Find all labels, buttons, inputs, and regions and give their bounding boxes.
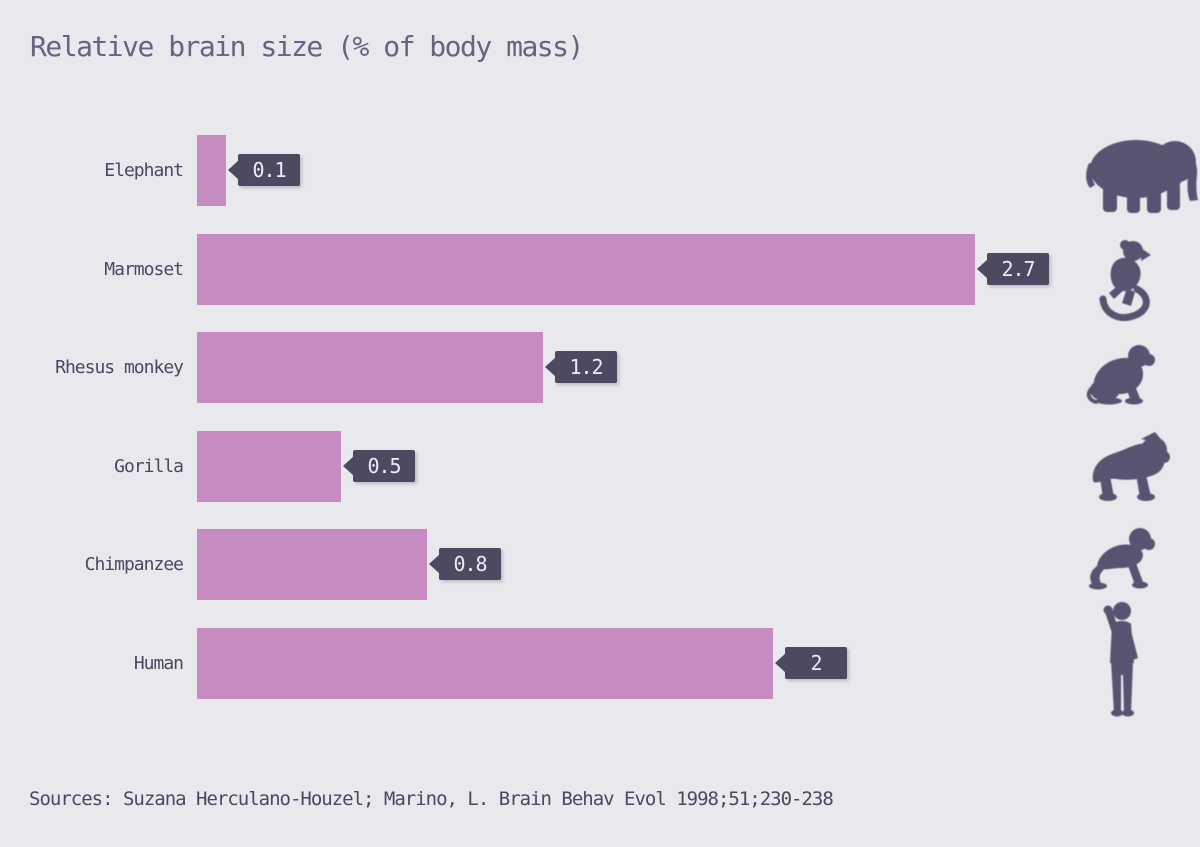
chart-row: Elephant 0.1: [0, 135, 1200, 206]
category-label: Marmoset: [104, 259, 184, 280]
chart-row: Rhesus monkey 1.2: [0, 332, 1200, 403]
badge-arrow-icon: [545, 357, 556, 377]
badge-arrow-icon: [775, 653, 786, 673]
value-label: 2.7: [987, 253, 1049, 285]
category-label: Rhesus monkey: [55, 357, 184, 378]
badge-arrow-icon: [228, 160, 239, 180]
chart-row: Human 2: [0, 628, 1200, 699]
bar: [197, 234, 975, 305]
chart-title: Relative brain size (% of body mass): [30, 30, 584, 63]
value-label: 0.5: [353, 450, 415, 482]
chart-row: Gorilla 0.5: [0, 431, 1200, 502]
chart-row: Marmoset 2.7: [0, 234, 1200, 305]
value-label: 0.1: [238, 154, 300, 186]
bar: [197, 431, 341, 502]
marmoset-icon: [1099, 240, 1151, 321]
bar: [197, 135, 226, 206]
category-label: Chimpanzee: [84, 554, 184, 575]
source-citation: Sources: Suzana Herculano-Houzel; Marino…: [29, 788, 834, 810]
value-label: 1.2: [555, 351, 617, 383]
bar: [197, 529, 427, 600]
value-label: 0.8: [439, 548, 501, 580]
category-label: Gorilla: [114, 456, 184, 477]
rhesus-monkey-icon: [1086, 345, 1155, 405]
value-label: 2: [785, 647, 847, 679]
bar: [197, 332, 543, 403]
human-icon: [1103, 602, 1138, 717]
chart-row: Chimpanzee 0.8: [0, 529, 1200, 600]
gorilla-icon: [1092, 432, 1170, 501]
badge-arrow-icon: [429, 554, 440, 574]
badge-arrow-icon: [343, 456, 354, 476]
chimpanzee-icon: [1089, 528, 1155, 590]
badge-arrow-icon: [977, 259, 988, 279]
bar: [197, 628, 773, 699]
category-label: Human: [133, 653, 184, 674]
elephant-icon: [1086, 140, 1198, 213]
category-label: Elephant: [104, 160, 184, 181]
